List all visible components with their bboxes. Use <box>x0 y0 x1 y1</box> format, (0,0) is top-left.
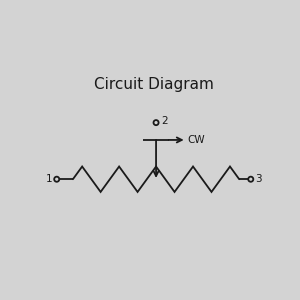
Text: 1: 1 <box>46 174 52 184</box>
Text: CW: CW <box>187 135 205 145</box>
Text: Circuit Diagram: Circuit Diagram <box>94 77 214 92</box>
Text: 2: 2 <box>161 116 167 126</box>
Text: 3: 3 <box>255 174 262 184</box>
